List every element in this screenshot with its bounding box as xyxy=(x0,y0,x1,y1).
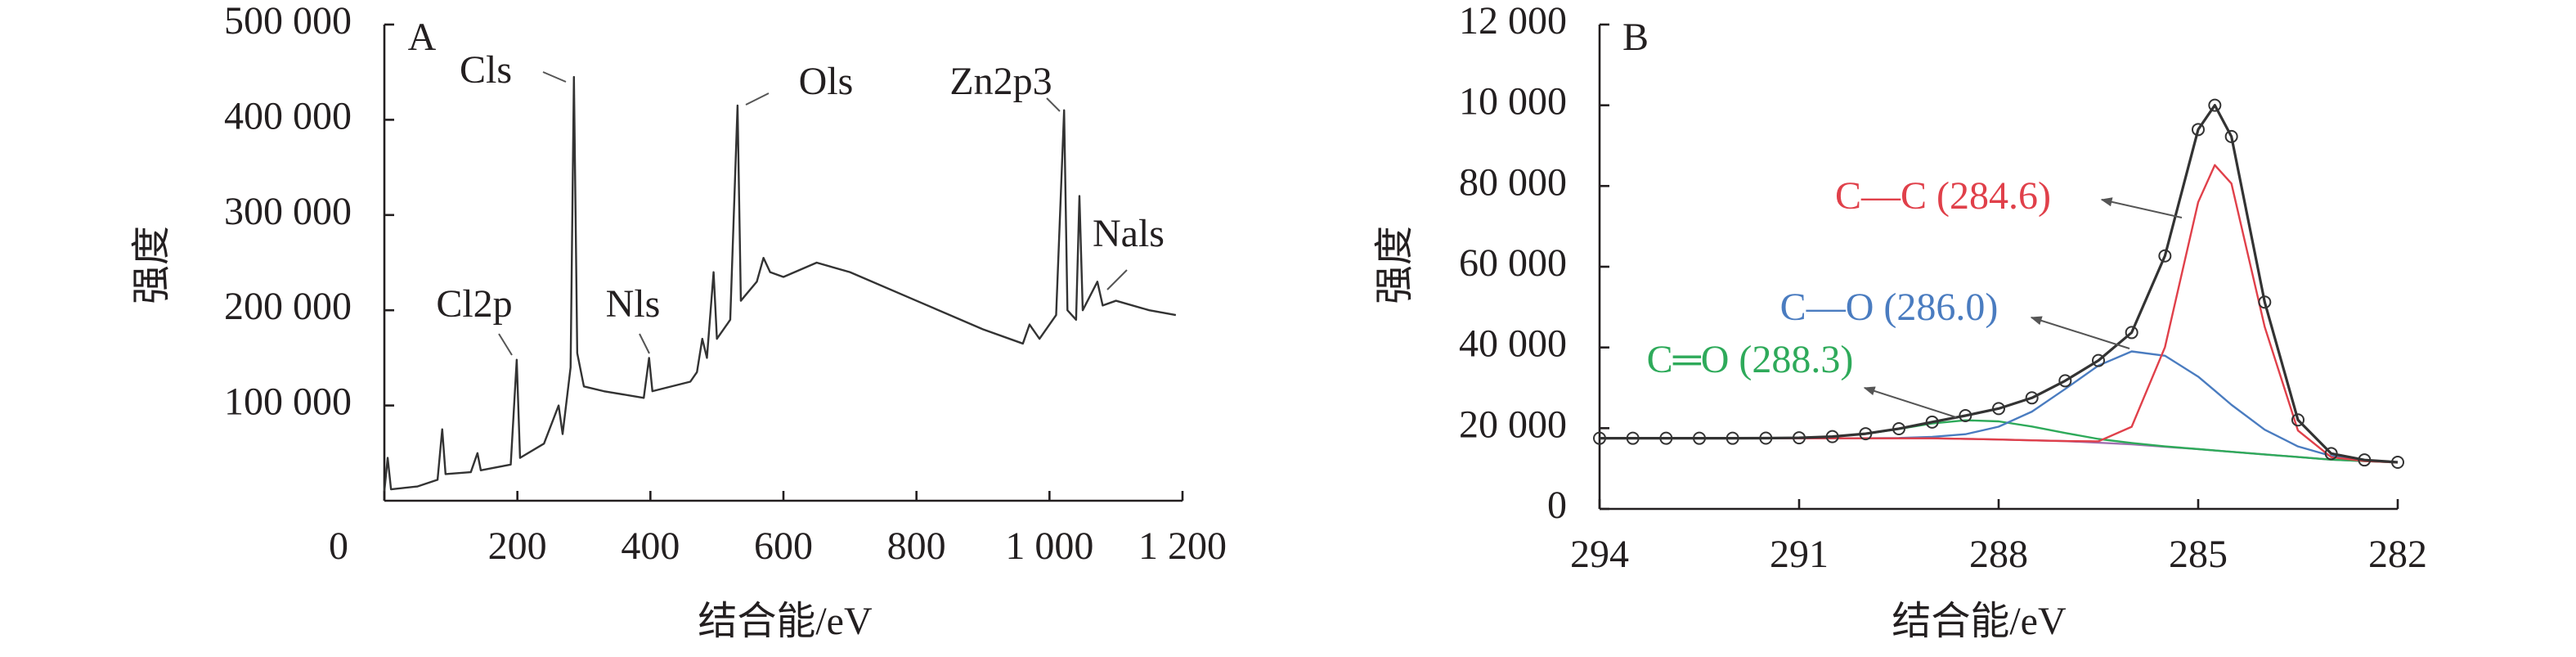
leader-line xyxy=(542,71,567,83)
data-point xyxy=(2208,98,2222,112)
annotation: C—C (284.6) xyxy=(1835,174,2051,218)
data-point xyxy=(2258,295,2272,309)
annotation: C═O (288.3) xyxy=(1647,338,1854,381)
x-tick-label: 288 xyxy=(1969,533,2028,576)
data-point xyxy=(2092,353,2105,367)
x-tick-label: 285 xyxy=(2169,533,2228,576)
data-point xyxy=(1626,431,1640,445)
annotation: Ols xyxy=(799,60,854,103)
data-point xyxy=(2125,326,2138,340)
panel-label: B xyxy=(1622,16,1649,59)
y-tick-label: 0 xyxy=(1547,484,1567,527)
x-tick-label: 0 xyxy=(329,524,348,568)
y-tick-label: 40 000 xyxy=(1459,322,1567,366)
y-tick-label: 300 000 xyxy=(224,190,352,233)
data-point xyxy=(1959,408,1972,422)
data-point xyxy=(2025,391,2039,405)
data-line xyxy=(383,75,1177,492)
x-tick-label: 294 xyxy=(1570,533,1629,576)
y-tick-label: 100 000 xyxy=(224,380,352,424)
axis-title: 结合能/eV xyxy=(698,600,873,643)
data-point xyxy=(1825,430,1839,443)
data-point xyxy=(1759,431,1773,445)
annotation: Zn2p3 xyxy=(949,60,1052,103)
data-point xyxy=(1925,415,1939,429)
axis-title: 结合能/eV xyxy=(1892,600,2067,643)
x-tick-label: 400 xyxy=(621,524,680,568)
axis-title: 强度 xyxy=(1373,226,1416,304)
panel-label: A xyxy=(408,16,437,59)
x-tick-label: 600 xyxy=(754,524,813,568)
data-point xyxy=(1726,431,1739,445)
data-point xyxy=(1693,431,1706,445)
data-point xyxy=(1992,402,2005,416)
x-tick-label: 200 xyxy=(488,524,547,568)
data-point xyxy=(2358,453,2372,467)
y-tick-label: 400 000 xyxy=(224,94,352,137)
y-tick-label: 20 000 xyxy=(1459,403,1567,446)
y-tick-label: 60 000 xyxy=(1459,241,1567,285)
leader-line xyxy=(2030,316,2130,349)
data-point xyxy=(2391,455,2404,469)
data-point xyxy=(2291,413,2304,427)
data-point xyxy=(2158,249,2172,263)
data-point xyxy=(2192,123,2205,137)
data-point xyxy=(2324,447,2338,461)
y-tick-label: 12 000 xyxy=(1459,0,1567,43)
leader-line xyxy=(639,333,650,354)
data-line xyxy=(1600,104,2399,464)
y-tick-label: 80 000 xyxy=(1459,160,1567,204)
data-point xyxy=(1793,431,1806,445)
data-point xyxy=(2058,374,2072,388)
y-tick-label: 500 000 xyxy=(224,0,352,43)
annotation: Cls xyxy=(460,48,512,92)
leader-line xyxy=(2100,197,2183,218)
annotation: Nls xyxy=(606,282,661,326)
x-tick-label: 282 xyxy=(2368,533,2427,576)
leader-line xyxy=(498,333,513,356)
x-tick-label: 800 xyxy=(887,524,946,568)
x-tick-label: 1 200 xyxy=(1138,524,1227,568)
annotation: Nals xyxy=(1093,212,1165,255)
annotation: Cl2p xyxy=(436,282,512,326)
axis-title: 强度 xyxy=(130,226,173,304)
data-point xyxy=(1659,431,1673,445)
x-tick-label: 291 xyxy=(1770,533,1829,576)
annotation: C—O (286.0) xyxy=(1780,286,1999,329)
data-point xyxy=(2224,129,2238,143)
leader-line xyxy=(1046,97,1061,112)
data-line xyxy=(1600,437,2399,464)
x-tick-label: 1 000 xyxy=(1005,524,1093,568)
y-tick-label: 200 000 xyxy=(224,285,352,328)
y-tick-label: 10 000 xyxy=(1459,80,1567,124)
data-point xyxy=(1892,421,1905,435)
leader-line xyxy=(1863,386,1957,418)
leader-line xyxy=(745,92,770,106)
leader-line xyxy=(1106,269,1128,290)
data-point xyxy=(1593,431,1606,445)
data-point xyxy=(1859,427,1873,441)
